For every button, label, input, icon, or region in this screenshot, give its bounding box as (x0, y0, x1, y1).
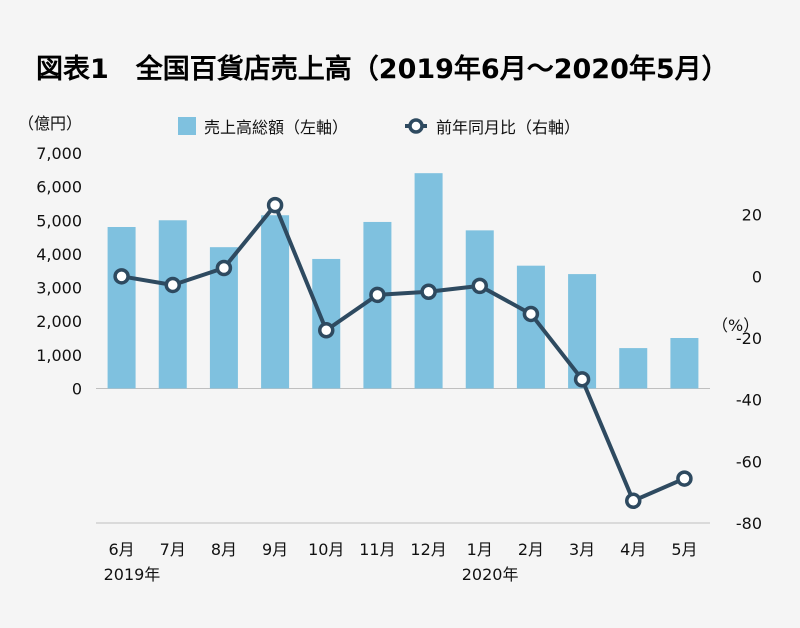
bar-5 (363, 221, 392, 389)
x-tick-label: 3月 (569, 540, 595, 559)
year-label: 2020年 (462, 565, 519, 584)
line-point-11 (676, 470, 693, 487)
x-tick-label: 11月 (359, 540, 395, 559)
line-point-7 (471, 277, 488, 295)
legend-line-label: 前年同月比（右軸） (436, 118, 580, 137)
left-tick-label: 7,000 (36, 144, 82, 163)
chart-title: 図表1 全国百貨店売上高（2019年6月～2020年5月） (36, 53, 729, 85)
line-point-0 (113, 268, 130, 285)
bar-1 (158, 220, 187, 389)
right-tick-label: -20 (736, 329, 762, 348)
line-point-8 (522, 305, 540, 323)
x-tick-label: 6月 (108, 540, 134, 559)
right-axis-unit: （%） (712, 316, 759, 335)
right-tick-label: 20 (742, 206, 762, 225)
x-tick-label: 12月 (410, 540, 446, 559)
line-point-2 (215, 259, 233, 277)
legend: 売上高総額（左軸） 前年同月比（右軸） (178, 117, 580, 137)
line-series (113, 196, 693, 510)
right-tick-label: -60 (736, 452, 762, 471)
x-axis-ticks: 6月 7月 8月 9月 10月 11月 12月 1月 2月 3月 4月 5月 2019年 2020年 (104, 540, 698, 584)
x-tick-label: 8月 (211, 540, 237, 559)
bar-0 (107, 227, 136, 389)
line-point-3 (266, 196, 284, 214)
bar-series (107, 173, 699, 389)
bar-6 (414, 173, 443, 389)
right-axis-ticks: -80 -60 -40 -20 0 20 (736, 206, 762, 533)
bar-10 (619, 348, 648, 389)
left-tick-label: 4,000 (36, 245, 82, 264)
left-tick-label: 2,000 (36, 312, 82, 331)
line-path (121, 203, 686, 503)
bar-3 (261, 215, 290, 389)
left-tick-label: 0 (72, 379, 82, 398)
x-tick-label: 4月 (620, 540, 646, 559)
x-tick-label: 5月 (671, 540, 697, 559)
x-tick-label: 7月 (160, 540, 186, 559)
legend-bar-label: 売上高総額（左軸） (204, 118, 348, 137)
left-axis-ticks: 0 1,000 2,000 3,000 4,000 5,000 6,000 7,000 (36, 144, 82, 398)
line-point-4 (318, 322, 335, 339)
left-tick-label: 3,000 (36, 279, 82, 298)
left-tick-label: 6,000 (36, 178, 82, 197)
line-point-9 (573, 371, 591, 388)
year-label: 2019年 (104, 565, 161, 584)
left-tick-label: 5,000 (36, 211, 82, 230)
right-tick-label: -40 (736, 391, 762, 410)
axes (96, 387, 710, 524)
legend-bar-swatch (178, 117, 196, 135)
x-tick-label: 9月 (262, 540, 288, 559)
line-point-10 (625, 492, 642, 510)
right-tick-label: -80 (736, 514, 762, 533)
bar-11 (670, 338, 699, 389)
x-tick-label: 1月 (467, 540, 493, 559)
bar-7 (465, 230, 494, 389)
x-tick-label: 10月 (308, 540, 344, 559)
legend-line-marker (408, 118, 424, 134)
right-tick-label: 0 (752, 267, 762, 286)
left-tick-label: 1,000 (36, 346, 82, 365)
line-point-1 (164, 276, 181, 294)
line-point-5 (369, 286, 386, 304)
left-axis-unit: （億円） (18, 114, 82, 133)
line-point-6 (420, 283, 437, 300)
x-tick-label: 2月 (518, 540, 544, 559)
